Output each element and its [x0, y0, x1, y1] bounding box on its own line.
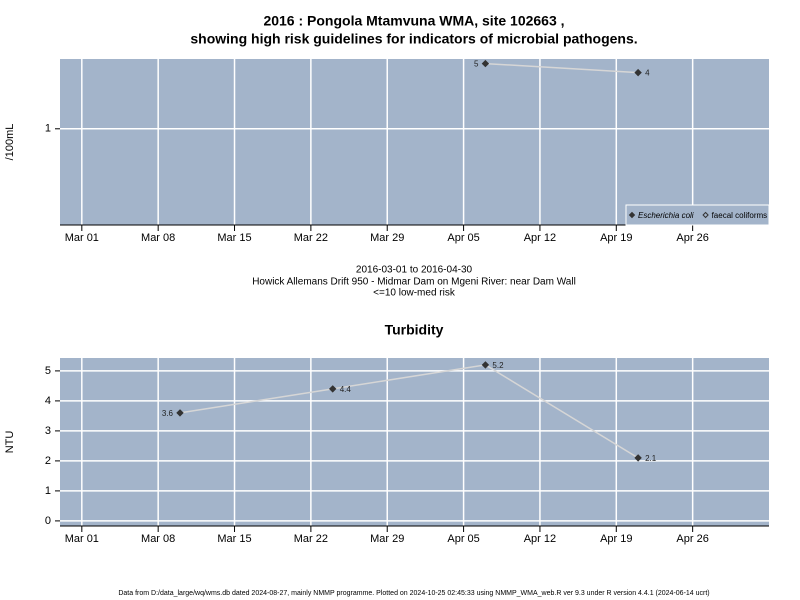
x-tick-label: Apr 12	[524, 533, 556, 545]
y-tick-label: 1	[45, 123, 51, 135]
legend-box	[625, 204, 770, 226]
chart-title: showing high risk guidelines for indicat…	[190, 31, 637, 47]
data-point	[481, 361, 490, 369]
x-tick-label: Mar 08	[141, 232, 175, 244]
x-tick-label: Mar 15	[217, 232, 251, 244]
x-tick-label: Mar 29	[370, 232, 404, 244]
legend-label: faecal coliforms	[712, 211, 768, 220]
legend-label: Escherichia coli	[638, 211, 694, 220]
x-tick-label: Apr 19	[600, 533, 632, 545]
x-tick-label: Mar 22	[294, 232, 328, 244]
x-tick-label: Apr 26	[676, 232, 708, 244]
x-tick-label: Mar 22	[294, 533, 328, 545]
y-tick-label: 5	[45, 365, 51, 377]
footer: Data from D:/data_large/wq/wms.db dated …	[118, 590, 709, 597]
data-point	[634, 68, 642, 77]
data-point	[481, 59, 490, 68]
x-tick-label: Apr 12	[524, 232, 556, 244]
data-label: 5.2	[492, 361, 504, 370]
data-point	[328, 385, 337, 393]
annotation: <=10 low-med risk	[373, 288, 456, 299]
data-line	[485, 62, 639, 74]
x-tick-label: Apr 26	[676, 533, 708, 545]
legend-marker	[702, 211, 709, 219]
chart-title: 2016 : Pongola Mtamvuna WMA, site 102663…	[263, 13, 564, 29]
y-tick-label: 1	[45, 485, 51, 497]
data-line	[179, 364, 639, 459]
y-tick-label: 0	[45, 515, 51, 527]
x-tick-label: Mar 01	[65, 533, 99, 545]
y-axis-label: /100mL	[4, 124, 16, 161]
y-tick-label: 3	[45, 425, 51, 437]
plot-background	[60, 59, 769, 225]
annotation: 2016-03-01 to 2016-04-30	[356, 265, 473, 276]
y-tick-label: 2	[45, 455, 51, 467]
data-point	[176, 409, 184, 417]
data-label: 5	[474, 60, 479, 69]
x-tick-label: Apr 05	[447, 533, 479, 545]
x-tick-label: Mar 15	[217, 533, 251, 545]
x-tick-label: Mar 08	[141, 533, 175, 545]
data-label: 4.4	[340, 385, 352, 394]
chart-title: Turbidity	[385, 322, 444, 338]
annotation: Howick Allemans Drift 950 - Midmar Dam o…	[252, 277, 576, 288]
x-tick-label: Mar 01	[65, 232, 99, 244]
x-tick-label: Apr 19	[600, 232, 632, 244]
data-label: 4	[645, 69, 650, 78]
data-label: 3.6	[162, 409, 174, 418]
legend-marker	[628, 211, 636, 219]
plot-background	[60, 358, 769, 526]
data-point	[634, 454, 642, 462]
x-tick-label: Apr 05	[447, 232, 479, 244]
y-tick-label: 4	[45, 395, 51, 407]
data-label: 2.1	[645, 454, 657, 463]
x-tick-label: Mar 29	[370, 533, 404, 545]
y-axis-label: NTU	[4, 431, 16, 454]
